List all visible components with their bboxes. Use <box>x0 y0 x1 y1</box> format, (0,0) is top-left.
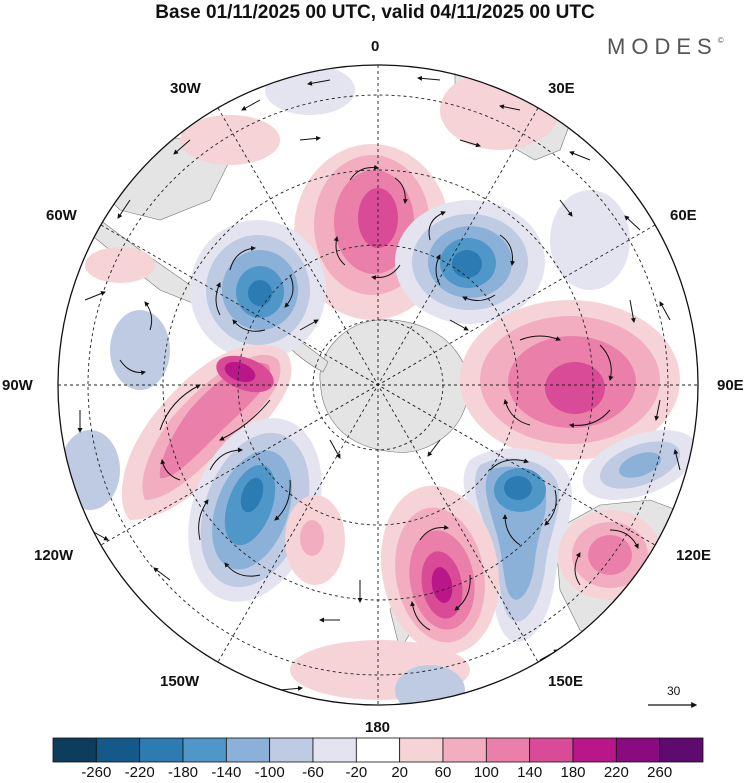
colorbar <box>52 737 704 763</box>
colorbar-tick-label: -180 <box>167 764 199 781</box>
colorbar-swatch <box>182 737 227 763</box>
colorbar-tick-label: -20 <box>345 764 368 781</box>
lon-label-30w: 30W <box>170 80 201 97</box>
colorbar-swatch <box>442 737 487 763</box>
colorbar-swatch <box>139 737 184 763</box>
colorbar-tick-label: 60 <box>434 764 452 781</box>
brand-text: MODES <box>607 34 718 59</box>
modes-logo: MODES© <box>607 34 724 60</box>
colorbar-swatch <box>225 737 271 763</box>
colorbar-tick-label: 260 <box>647 764 673 781</box>
colorbar-swatch <box>95 737 141 763</box>
antarctica <box>319 319 469 453</box>
lon-label-90w: 90W <box>2 377 33 394</box>
negative-anomaly-near-120e <box>463 448 573 642</box>
colorbar-swatch <box>615 737 661 763</box>
negative-anomaly-near-80w <box>110 310 170 390</box>
map-title: Base 01/11/2025 00 UTC, valid 04/11/2025… <box>155 2 595 23</box>
positive-anomaly-near-160e <box>381 485 499 655</box>
negative-anomaly-near-60w <box>190 220 326 360</box>
colorbar-swatch <box>355 737 401 763</box>
colorbar-swatch <box>52 737 97 763</box>
lon-label-180: 180 <box>365 719 391 736</box>
positive-anomaly-near-60w-outer <box>85 247 155 283</box>
lon-label-120w: 120W <box>34 547 74 564</box>
negative-anomaly-near-60e <box>550 190 630 290</box>
map-boundary <box>57 64 699 706</box>
colorbar-tick-label: 220 <box>603 764 629 781</box>
lon-label-150e: 150E <box>548 673 584 690</box>
colorbar-tick-label: -60 <box>302 764 324 781</box>
copyright-mark: © <box>717 36 724 45</box>
lon-label-0: 0 <box>371 38 380 55</box>
colorbar-swatch <box>529 737 574 763</box>
colorbar-tick-label: 100 <box>473 764 499 781</box>
colorbar-swatch <box>659 737 704 763</box>
colorbar-tick-label: 180 <box>560 764 586 781</box>
lon-label-120e: 120E <box>676 547 712 564</box>
positive-anomaly-near-130e <box>558 510 662 600</box>
negative-anomaly-near-40e <box>395 200 545 324</box>
colorbar-tick-label: -140 <box>211 764 242 781</box>
colorbar-tick-label: -100 <box>254 764 285 781</box>
lon-label-90e: 90E <box>717 377 744 394</box>
positive-anomaly-near-30w <box>180 115 280 165</box>
positive-anomaly-near-90w <box>121 345 292 520</box>
colorbar-tick-label: -260 <box>81 764 112 781</box>
graticule <box>58 65 698 705</box>
negative-anomaly-near-170e-outer <box>395 665 465 705</box>
colorbar-tick-label: -220 <box>124 764 155 781</box>
lon-label-60w: 60W <box>46 207 77 224</box>
colorbar-tick-label: 20 <box>391 764 408 781</box>
lon-label-30e: 30E <box>548 80 575 97</box>
lon-label-150w: 150W <box>160 673 200 690</box>
positive-anomaly-near-90e <box>460 300 680 460</box>
colorbar-swatch <box>269 737 314 763</box>
colorbar-swatch <box>485 737 531 763</box>
colorbar-swatch <box>399 737 444 763</box>
reference-vector-label: 30 <box>667 684 681 698</box>
colorbar-tick-label: 140 <box>517 764 543 781</box>
colorbar-swatch <box>312 737 357 763</box>
colorbar-swatch <box>572 737 617 763</box>
positive-anomaly-near-160w <box>285 495 345 585</box>
lon-label-60e: 60E <box>670 207 697 224</box>
